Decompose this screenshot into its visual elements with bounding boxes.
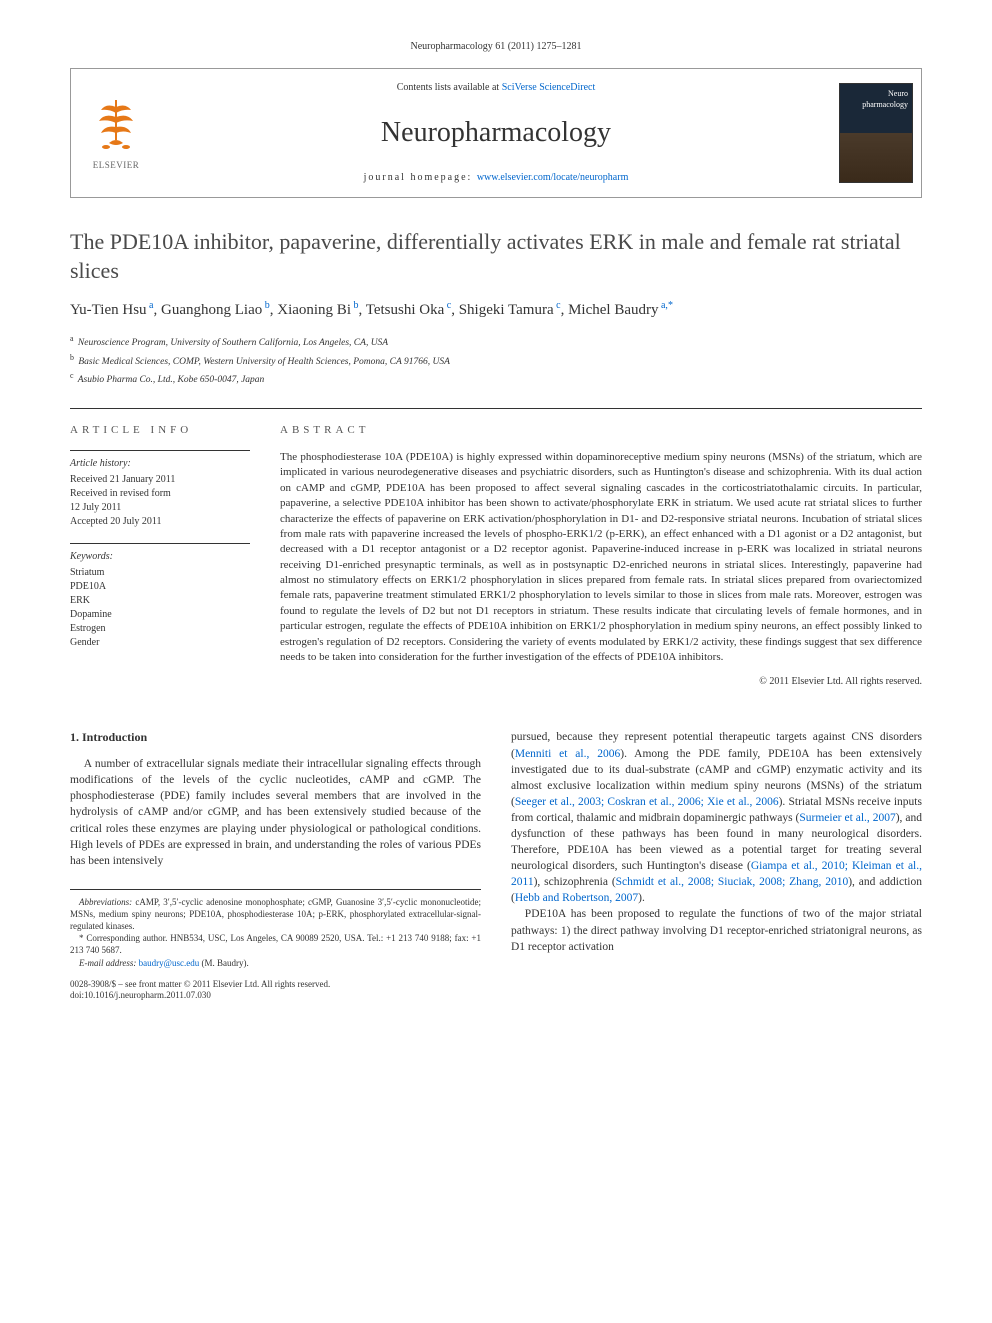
author-affiliation-marker: c: [444, 300, 451, 311]
affiliation-line: c Asubio Pharma Co., Ltd., Kobe 650-0047…: [70, 370, 922, 387]
author-affiliation-marker: b: [262, 300, 270, 311]
citation-link[interactable]: Seeger et al., 2003; Coskran et al., 200…: [515, 796, 779, 808]
author: Guanghong Liao b: [161, 302, 270, 318]
author: Tetsushi Oka c: [366, 302, 451, 318]
p2e: ), schizophrenia (: [534, 876, 616, 888]
affiliation-line: a Neuroscience Program, University of So…: [70, 333, 922, 350]
journal-cover-thumbnail: Neuro pharmacology: [839, 83, 913, 183]
sciencedirect-link[interactable]: SciVerse ScienceDirect: [502, 82, 596, 93]
email-link[interactable]: baudry@usc.edu: [139, 958, 200, 968]
homepage-line: journal homepage: www.elsevier.com/locat…: [173, 171, 819, 185]
author-affiliation-marker: a,: [658, 300, 667, 311]
history-line: Received in revised form: [70, 487, 250, 501]
author-affiliation-marker: b: [351, 300, 359, 311]
citation-line: Neuropharmacology 61 (2011) 1275–1281: [70, 40, 922, 54]
corresponding-footnote: * Corresponding author. HNB534, USC, Los…: [70, 932, 481, 956]
author-affiliation-marker: c: [554, 300, 561, 311]
footnotes-block: Abbreviations: cAMP, 3′,5′-cyclic adenos…: [70, 889, 481, 969]
contents-prefix: Contents lists available at: [397, 82, 502, 93]
keyword: Estrogen: [70, 622, 250, 636]
author: Yu-Tien Hsu a: [70, 302, 154, 318]
abbreviations-footnote: Abbreviations: cAMP, 3′,5′-cyclic adenos…: [70, 896, 481, 932]
p2g: ).: [638, 892, 645, 904]
abbr-text: cAMP, 3′,5′-cyclic adenosine monophospha…: [70, 897, 481, 931]
affiliation-line: b Basic Medical Sciences, COMP, Western …: [70, 352, 922, 369]
author: Shigeki Tamura c: [459, 302, 561, 318]
homepage-link[interactable]: www.elsevier.com/locate/neuropharm: [477, 172, 629, 183]
elsevier-tree-icon: [91, 95, 141, 155]
cover-thumb-area: Neuro pharmacology: [831, 69, 921, 197]
author: Michel Baudry a,*: [568, 302, 673, 318]
publisher-label: ELSEVIER: [93, 159, 140, 172]
author: Xiaoning Bi b: [277, 302, 358, 318]
publisher-logo-area: ELSEVIER: [71, 69, 161, 197]
contents-line: Contents lists available at SciVerse Sci…: [173, 81, 819, 95]
doi-line: doi:10.1016/j.neuropharm.2011.07.030: [70, 990, 481, 1002]
intro-heading: 1. Introduction: [70, 729, 481, 746]
author-affiliation-marker: a: [147, 300, 154, 311]
citation-link[interactable]: Hebb and Robertson, 2007: [515, 892, 638, 904]
front-matter-line: 0028-3908/$ – see front matter © 2011 El…: [70, 979, 481, 991]
abstract-column: ABSTRACT The phosphodiesterase 10A (PDE1…: [270, 409, 922, 690]
keyword: PDE10A: [70, 580, 250, 594]
corresponding-marker: *: [668, 300, 673, 311]
keywords-block: Keywords: StriatumPDE10AERKDopamineEstro…: [70, 543, 250, 650]
affiliation-key: c: [70, 371, 74, 380]
journal-name: Neuropharmacology: [173, 113, 819, 152]
citation-link[interactable]: Schmidt et al., 2008; Siuciak, 2008; Zha…: [616, 876, 849, 888]
keywords-label: Keywords:: [70, 550, 250, 564]
intro-para-1: A number of extracellular signals mediat…: [70, 756, 481, 869]
email-label: E-mail address:: [79, 958, 139, 968]
keyword: ERK: [70, 594, 250, 608]
citation-link[interactable]: Menniti et al., 2006: [515, 748, 620, 760]
meta-abstract-row: ARTICLE INFO Article history: Received 2…: [70, 408, 922, 690]
intro-para-3: PDE10A has been proposed to regulate the…: [511, 906, 922, 954]
article-info-head: ARTICLE INFO: [70, 423, 250, 438]
journal-header-box: ELSEVIER Contents lists available at Sci…: [70, 68, 922, 198]
affiliations-block: a Neuroscience Program, University of So…: [70, 333, 922, 387]
article-title: The PDE10A inhibitor, papaverine, differ…: [70, 228, 922, 285]
keyword: Dopamine: [70, 608, 250, 622]
citation-link[interactable]: Surmeier et al., 2007: [799, 812, 895, 824]
history-block: Article history: Received 21 January 201…: [70, 450, 250, 529]
body-two-column: 1. Introduction A number of extracellula…: [70, 729, 922, 1002]
article-info-column: ARTICLE INFO Article history: Received 2…: [70, 409, 270, 690]
email-footnote: E-mail address: baudry@usc.edu (M. Baudr…: [70, 957, 481, 969]
abstract-text: The phosphodiesterase 10A (PDE10A) is hi…: [280, 450, 922, 665]
authors-line: Yu-Tien Hsu a, Guanghong Liao b, Xiaonin…: [70, 299, 922, 321]
header-center: Contents lists available at SciVerse Sci…: [161, 69, 831, 197]
doi-block: 0028-3908/$ – see front matter © 2011 El…: [70, 979, 481, 1002]
history-line: Received 21 January 2011: [70, 473, 250, 487]
copyright-line: © 2011 Elsevier Ltd. All rights reserved…: [280, 675, 922, 689]
affiliation-key: a: [70, 334, 74, 343]
abstract-head: ABSTRACT: [280, 423, 922, 438]
abbr-label: Abbreviations:: [79, 897, 132, 907]
homepage-prefix: journal homepage:: [364, 172, 477, 183]
keyword: Gender: [70, 636, 250, 650]
history-line: Accepted 20 July 2011: [70, 515, 250, 529]
keyword: Striatum: [70, 566, 250, 580]
history-line: 12 July 2011: [70, 501, 250, 515]
cover-title: Neuro pharmacology: [844, 88, 908, 110]
email-suffix: (M. Baudry).: [199, 958, 249, 968]
affiliation-key: b: [70, 353, 74, 362]
intro-para-2: pursued, because they represent potentia…: [511, 729, 922, 906]
history-label: Article history:: [70, 457, 250, 471]
